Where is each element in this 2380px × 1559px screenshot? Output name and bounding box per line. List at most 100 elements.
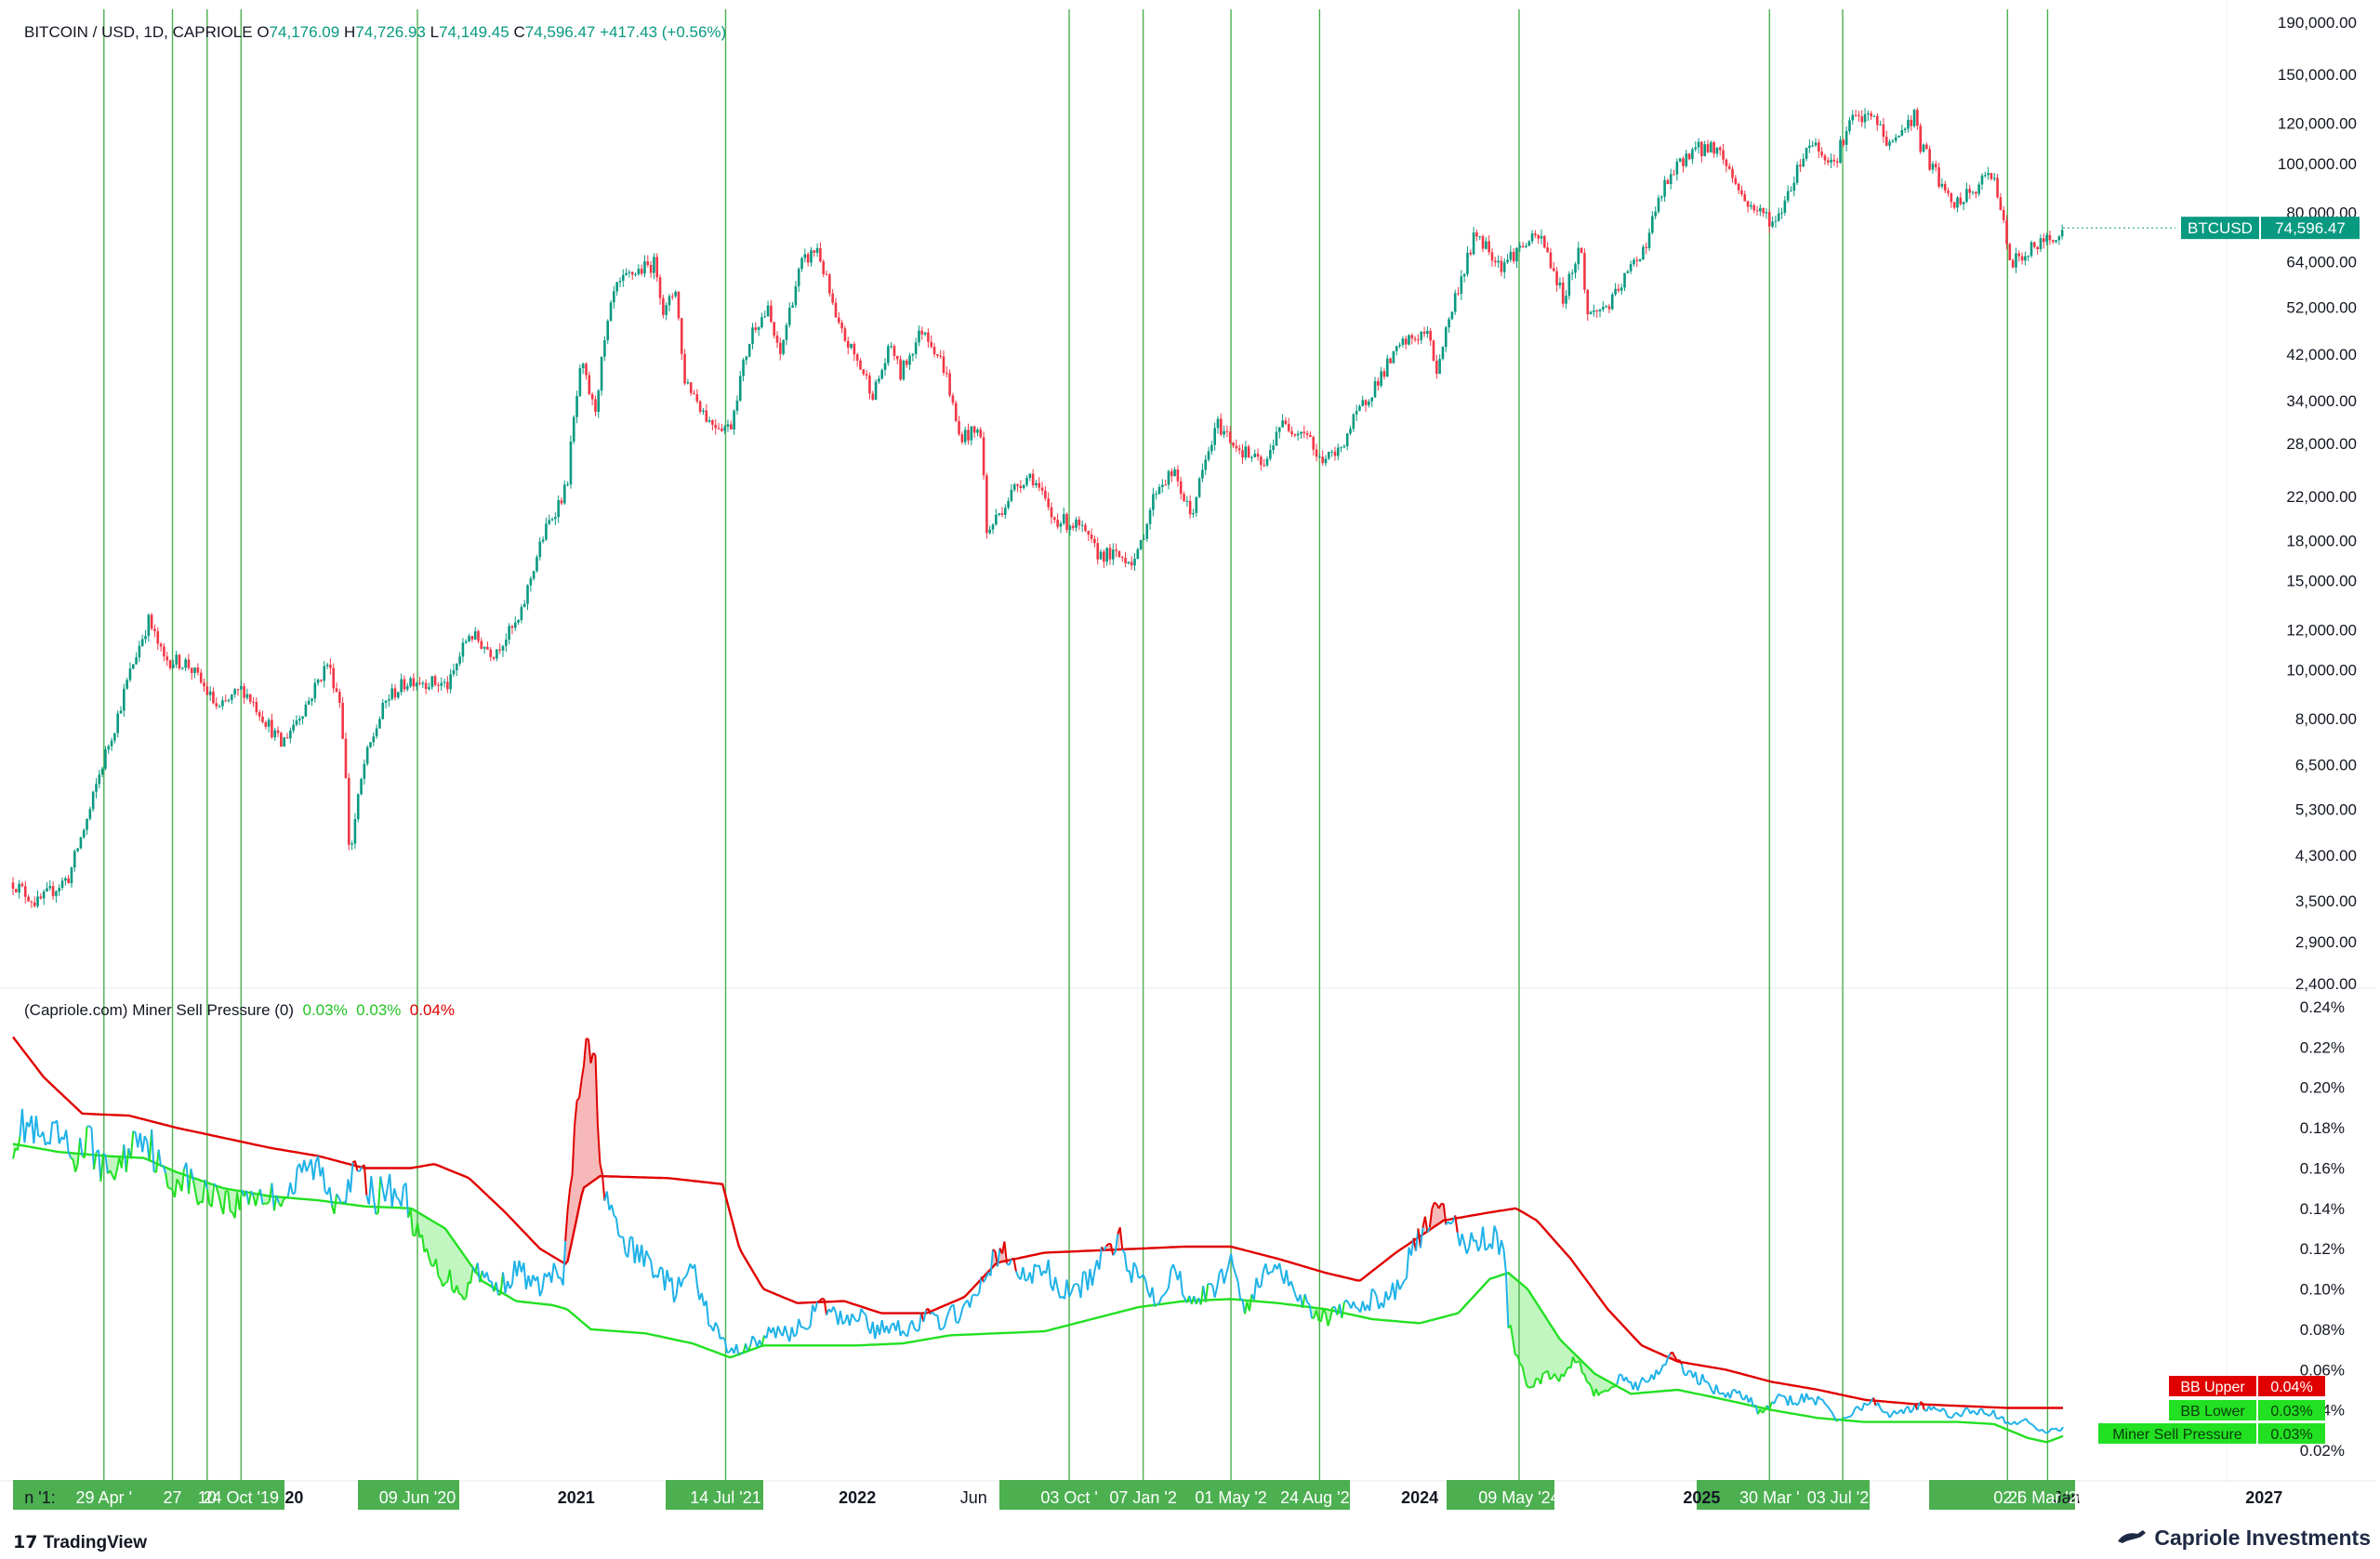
candle-body (1835, 161, 1839, 163)
msp-segment (1773, 1397, 1778, 1405)
candle-body (498, 649, 501, 651)
candle-body (1127, 562, 1130, 563)
candle-body (1509, 251, 1513, 260)
time-axis-label: Jun (960, 1488, 987, 1507)
candle-body (1044, 490, 1047, 499)
msp-segment (1437, 1203, 1443, 1209)
candle-body (1663, 179, 1666, 197)
candle-body (895, 355, 899, 360)
msp-segment (1888, 1413, 1893, 1419)
candle-body (578, 368, 582, 396)
msp-segment (2041, 1428, 2045, 1433)
msp-segment (190, 1168, 194, 1181)
candle-body (1975, 192, 1977, 194)
indicator-tick-label: 0.22% (2300, 1038, 2345, 1056)
tradingview-brand[interactable]: 𝟭𝟳 TradingView (13, 1532, 147, 1553)
candle-body (689, 382, 693, 393)
msp-segment (670, 1277, 675, 1303)
msp-segment (1493, 1225, 1498, 1234)
candle-body (1755, 210, 1759, 212)
candle-body (2060, 230, 2064, 237)
msp-segment (798, 1318, 802, 1328)
candle-body (1185, 500, 1189, 502)
msp-segment (647, 1255, 652, 1262)
msp-segment (555, 1269, 560, 1279)
msp-segment (1221, 1268, 1225, 1284)
candle-body (353, 819, 357, 844)
candle-body (390, 688, 393, 699)
msp-segment (201, 1180, 206, 1203)
candle-body (464, 641, 468, 643)
msp-segment (774, 1326, 779, 1339)
candle-body (1277, 427, 1281, 432)
candle-body (1500, 260, 1503, 272)
msp-segment (1103, 1245, 1107, 1251)
candle-body (1805, 147, 1808, 159)
msp-segment (961, 1302, 967, 1308)
msp-segment (941, 1326, 945, 1330)
msp-segment (151, 1129, 155, 1172)
candle-body (1858, 114, 1860, 117)
candle-body (1462, 273, 1466, 277)
msp-segment (1526, 1384, 1530, 1389)
price-tick-label: 5,300.00 (2295, 801, 2357, 819)
msp-segment (714, 1322, 720, 1328)
msp-segment (1653, 1369, 1658, 1381)
candle-body (1987, 173, 1990, 176)
msp-segment (222, 1191, 227, 1215)
candle-body (470, 636, 474, 640)
msp-segment (1361, 1301, 1367, 1312)
signal-date-label: 01 May '2 (1195, 1488, 1266, 1507)
msp-segment (259, 1189, 264, 1205)
msp-segment (832, 1306, 837, 1314)
signal-date-label: 02 I (1993, 1488, 2021, 1507)
msp-segment (1519, 1363, 1524, 1367)
msp-segment (1563, 1370, 1567, 1378)
msp-segment (793, 1333, 798, 1338)
candle-body (1133, 558, 1136, 566)
candle-body (1725, 159, 1728, 166)
msp-segment (1431, 1202, 1435, 1209)
candle-body (837, 317, 840, 323)
candle-body (298, 719, 301, 721)
candle-body (1361, 400, 1365, 406)
candle-body (550, 519, 554, 521)
candle-body (859, 360, 862, 370)
capriole-label: Capriole Investments (2154, 1526, 2371, 1550)
candle-body (1697, 141, 1700, 148)
msp-segment (1844, 1416, 1849, 1420)
candle-body (1962, 202, 1965, 205)
candle-body (140, 639, 144, 646)
msp-segment (839, 1310, 844, 1325)
candle-body (714, 424, 718, 429)
candle-body (751, 327, 754, 345)
msp-segment (322, 1167, 326, 1192)
msp-segment (1047, 1260, 1052, 1286)
msp-segment (1829, 1408, 1833, 1413)
candle-body (742, 360, 745, 377)
msp-segment (880, 1319, 886, 1333)
msp-segment (712, 1322, 717, 1332)
candle-body (588, 375, 591, 395)
candle-body (853, 343, 856, 355)
msp-segment (1658, 1369, 1662, 1376)
msp-segment (1796, 1401, 1801, 1407)
msp-segment (1260, 1271, 1264, 1287)
candle-body (1879, 124, 1882, 126)
msp-segment (959, 1306, 964, 1317)
candle-body (1373, 381, 1377, 398)
candle-body (991, 524, 995, 530)
candle-body (936, 354, 939, 356)
candle-body (2002, 209, 2005, 220)
msp-segment (972, 1293, 975, 1297)
msp-segment (913, 1328, 918, 1332)
msp-segment (1302, 1293, 1306, 1309)
indicator-badge-name-label: Miner Sell Pressure (2112, 1427, 2242, 1443)
candle-body (18, 883, 20, 892)
candle-body (766, 305, 770, 317)
candle-body (208, 691, 212, 695)
candle-body (187, 659, 191, 668)
msp-segment (1008, 1259, 1012, 1266)
msp-segment (1879, 1407, 1884, 1413)
candle-body (1925, 144, 1928, 150)
